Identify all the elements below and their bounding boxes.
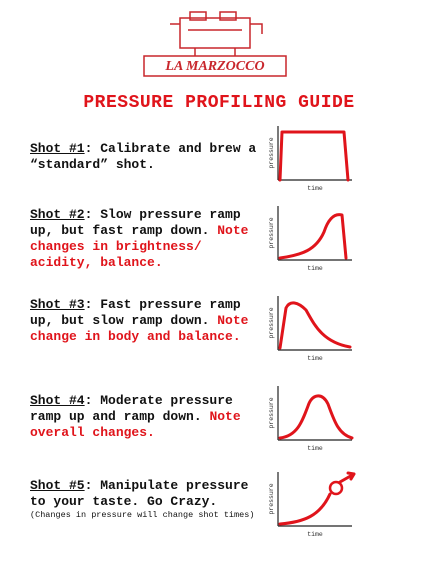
shot-label: Shot #2 <box>30 207 85 222</box>
shot: Shot #5: Manipulate pressure to your tas… <box>30 478 268 521</box>
y-label: pressure <box>268 483 275 514</box>
shot-label: Shot #4 <box>30 393 85 408</box>
logo-text: LA MARZOCCO <box>164 59 264 74</box>
curve-arrow <box>338 471 356 484</box>
shot: Shot #1: Calibrate and brew a “standard”… <box>30 141 268 173</box>
shot-note: Note changes in brightness/ acidity, bal… <box>30 223 249 270</box>
shot-label: Shot #3 <box>30 297 85 312</box>
graph: pressure time <box>268 386 354 452</box>
y-label: pressure <box>268 137 275 168</box>
graph: pressure time <box>268 206 352 272</box>
shot-note: Note change in body and balance. <box>30 313 249 344</box>
shot-small: (Changes in pressure will change shot ti… <box>30 510 255 520</box>
curve <box>278 213 348 260</box>
y-label: pressure <box>268 217 275 248</box>
x-label: time <box>307 265 323 272</box>
graph: pressure time <box>268 471 356 538</box>
shot-text: : Fast pressure ramp up, but slow ramp d… <box>30 297 241 328</box>
y-label: pressure <box>268 397 275 428</box>
curve <box>278 130 350 182</box>
shot: Shot #4: Moderate pressure ramp up and r… <box>30 393 268 441</box>
curve-loop <box>328 480 344 496</box>
x-label: time <box>307 531 323 538</box>
shot: Shot #2: Slow pressure ramp up, but fast… <box>30 207 268 271</box>
shot-text: : Moderate pressure ramp up and ramp dow… <box>30 393 233 424</box>
curve <box>278 394 354 440</box>
graph: pressure time <box>268 126 352 192</box>
shot-note: Note overall changes. <box>30 409 241 440</box>
curve <box>278 492 332 526</box>
logo: LA MARZOCCO <box>143 11 287 77</box>
shot: Shot #3: Fast pressure ramp up, but slow… <box>30 297 268 345</box>
shot-label: Shot #1 <box>30 141 85 156</box>
x-label: time <box>307 185 323 192</box>
y-label: pressure <box>268 307 275 338</box>
x-label: time <box>307 355 323 362</box>
graph: pressure time <box>268 296 352 362</box>
shot-text: : Slow pressure ramp up, but fast ramp d… <box>30 207 241 238</box>
shot-label: Shot #5 <box>30 478 85 493</box>
x-label: time <box>307 445 323 452</box>
title: PRESSURE PROFILING GUIDE <box>83 93 355 113</box>
shot-text: : Manipulate pressure to your taste. Go … <box>30 478 249 509</box>
shot-text: : Calibrate and brew a “standard” shot. <box>30 141 257 172</box>
curve <box>278 301 352 350</box>
